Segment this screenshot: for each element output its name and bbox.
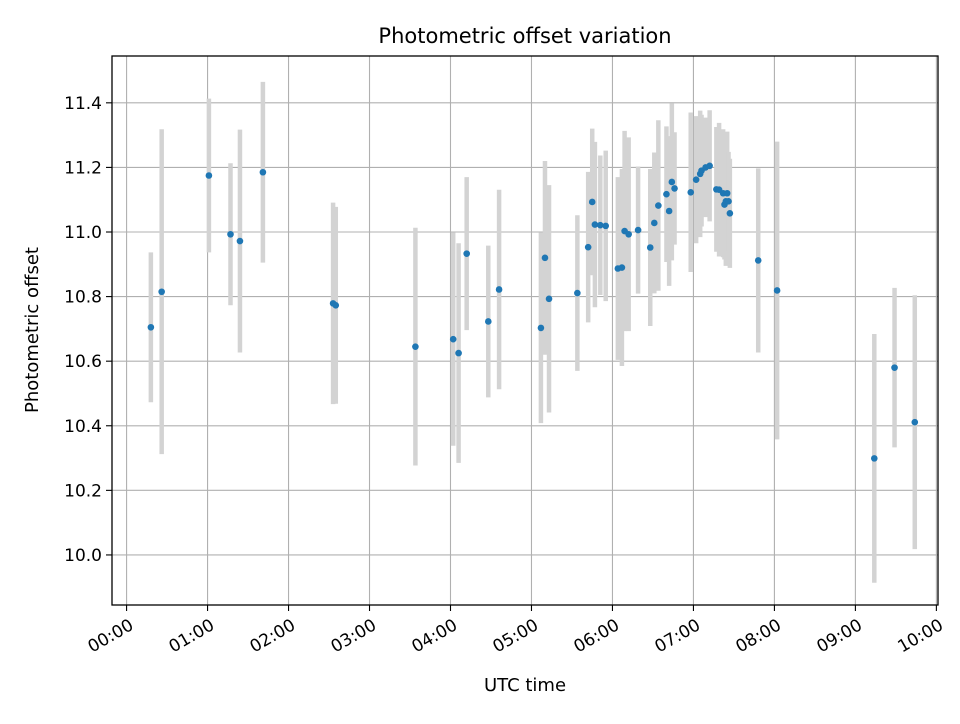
y-tick-label: 11.2 bbox=[64, 158, 102, 178]
data-point bbox=[687, 188, 695, 196]
errorbar-layer bbox=[148, 81, 918, 583]
data-point bbox=[726, 209, 734, 217]
data-point bbox=[625, 230, 632, 238]
data-point bbox=[665, 207, 673, 215]
x-tick-label: 06:00 bbox=[571, 615, 623, 657]
data-point bbox=[574, 289, 581, 297]
data-point bbox=[618, 264, 626, 271]
data-point bbox=[412, 343, 419, 350]
data-point bbox=[754, 257, 762, 264]
x-tick-label: 10:00 bbox=[894, 615, 946, 657]
x-tick-label: 02:00 bbox=[247, 615, 299, 657]
x-tick-label: 03:00 bbox=[328, 615, 380, 657]
point-layer bbox=[147, 162, 919, 462]
x-tick-label: 00:00 bbox=[85, 615, 137, 657]
y-tick-label: 10.0 bbox=[64, 546, 102, 566]
x-tick-label: 04:00 bbox=[409, 615, 461, 657]
y-tick-label: 11.0 bbox=[64, 223, 102, 243]
x-tick-label: 07:00 bbox=[652, 615, 704, 657]
data-point bbox=[668, 178, 676, 186]
data-point bbox=[463, 250, 470, 257]
y-axis-ticks: 10.0 10.2 10.4 10.6 10.8 11.0 11.2 11.4 bbox=[64, 94, 112, 566]
data-point bbox=[236, 237, 244, 245]
data-point bbox=[158, 288, 165, 296]
data-point bbox=[671, 185, 678, 192]
data-point bbox=[655, 202, 662, 209]
data-point bbox=[597, 221, 604, 229]
x-axis-label: UTC time bbox=[484, 675, 566, 696]
data-point bbox=[891, 364, 898, 371]
y-tick-label: 10.6 bbox=[64, 352, 102, 372]
data-point bbox=[591, 221, 599, 228]
y-tick-label: 11.4 bbox=[64, 94, 102, 114]
y-tick-label: 10.8 bbox=[64, 288, 102, 308]
data-point bbox=[706, 162, 713, 170]
data-point bbox=[147, 323, 155, 331]
data-point bbox=[259, 168, 267, 176]
data-point bbox=[537, 324, 545, 332]
data-point bbox=[911, 418, 919, 426]
y-axis-label: Photometric offset bbox=[22, 247, 43, 413]
x-tick-label: 05:00 bbox=[490, 615, 542, 657]
chart-title: Photometric offset variation bbox=[378, 24, 671, 48]
data-point bbox=[332, 302, 340, 309]
data-point bbox=[588, 198, 596, 206]
data-point bbox=[725, 198, 732, 205]
data-point bbox=[663, 190, 670, 198]
data-point bbox=[634, 226, 642, 234]
data-point bbox=[773, 287, 781, 294]
data-point bbox=[227, 230, 234, 238]
data-point bbox=[455, 349, 462, 357]
data-point bbox=[602, 222, 610, 230]
data-point bbox=[723, 189, 731, 197]
data-point bbox=[692, 176, 700, 183]
plot-area-frame bbox=[111, 55, 939, 606]
data-point bbox=[870, 455, 878, 462]
y-tick-label: 10.4 bbox=[64, 417, 102, 437]
x-tick-label: 09:00 bbox=[813, 615, 865, 657]
data-point bbox=[449, 335, 457, 343]
data-point bbox=[545, 295, 553, 303]
x-tick-label: 01:00 bbox=[166, 615, 218, 657]
data-point bbox=[650, 219, 658, 227]
x-tick-label: 08:00 bbox=[732, 615, 784, 657]
data-point bbox=[205, 172, 213, 179]
data-point bbox=[646, 244, 654, 251]
grid-layer bbox=[112, 56, 938, 605]
data-point bbox=[584, 243, 592, 251]
y-tick-label: 10.2 bbox=[64, 481, 102, 501]
x-axis-ticks: 00:00 01:00 02:00 03:00 04:00 05:00 06:00 07:00… bbox=[85, 605, 947, 657]
data-point bbox=[484, 318, 492, 325]
data-point bbox=[541, 254, 549, 262]
data-point bbox=[495, 286, 503, 293]
